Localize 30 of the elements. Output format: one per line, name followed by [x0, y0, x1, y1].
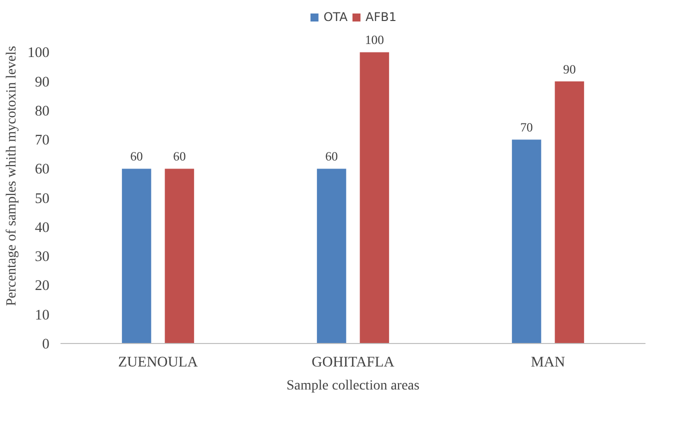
y-tick-label: 0: [42, 336, 50, 352]
y-tick-label: 70: [34, 132, 50, 149]
bar: [360, 52, 390, 344]
x-tick-label: MAN: [530, 354, 566, 370]
bar: [164, 168, 194, 344]
data-label: 60: [173, 150, 186, 164]
bar: [316, 168, 346, 344]
y-tick-label: 30: [34, 249, 50, 266]
y-tick-label: 60: [34, 162, 50, 178]
y-tick-label: 40: [34, 220, 50, 236]
legend-label: OTA: [323, 10, 348, 24]
data-label: 60: [130, 150, 143, 164]
y-tick-label: 80: [34, 103, 50, 120]
data-label: 70: [520, 120, 533, 135]
bar: [512, 140, 542, 344]
data-label: 100: [364, 33, 384, 48]
bar: [122, 168, 152, 344]
data-label: 90: [563, 62, 576, 76]
y-axis-title: Percentage of samples whith mycotoxin levels: [4, 46, 20, 306]
x-tick-label: ZUENOULA: [118, 354, 198, 370]
bar: [554, 81, 584, 344]
y-tick-label: 10: [34, 307, 50, 324]
legend-label: AFB1: [366, 10, 397, 24]
y-tick-label: 100: [28, 45, 50, 62]
y-tick-label: 90: [34, 74, 50, 90]
data-label: 60: [325, 150, 338, 164]
x-axis-title: Sample collection areas: [286, 378, 420, 394]
y-tick-label: 50: [34, 190, 50, 207]
y-tick-label: 20: [34, 278, 50, 294]
x-tick-label: GOHITAFLA: [312, 354, 395, 370]
